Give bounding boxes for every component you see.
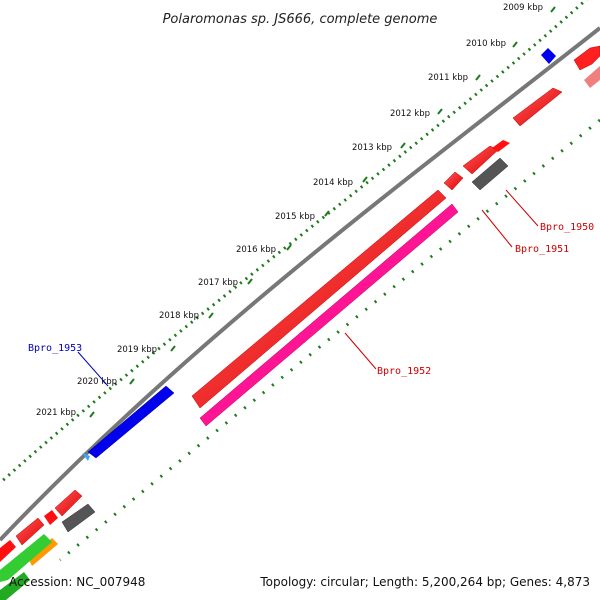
tick-label: 2012 kbp bbox=[390, 109, 430, 119]
outer-tick-ring bbox=[0, 0, 589, 485]
reverse-strand-genes bbox=[0, 66, 600, 600]
tick-label: 2017 kbp bbox=[198, 278, 238, 288]
tick-label: 2016 kbp bbox=[236, 245, 276, 255]
tick-mark bbox=[129, 378, 135, 385]
gene-arrow bbox=[82, 453, 90, 461]
gene-label-bpro-1953[interactable]: Bpro_1953 bbox=[28, 343, 82, 354]
gene-label-bpro-1951[interactable]: Bpro_1951 bbox=[515, 244, 569, 255]
gene-arrow bbox=[0, 534, 52, 582]
tick-label: 2018 kbp bbox=[159, 311, 199, 321]
tick-mark bbox=[208, 312, 214, 319]
gene-arrow bbox=[54, 489, 83, 517]
tick-labels: 2009 kbp 2010 kbp 2011 kbp 2012 kbp 2013… bbox=[36, 3, 556, 418]
gene-arrow bbox=[44, 510, 58, 525]
gene-arrow-bpro-1952 bbox=[199, 203, 459, 427]
tick-mark bbox=[89, 411, 95, 418]
gene-arrow bbox=[0, 572, 30, 600]
gene-arrow bbox=[573, 45, 600, 71]
genome-stats-text: Topology: circular; Length: 5,200,264 bp… bbox=[259, 575, 590, 589]
gene-arrow bbox=[28, 538, 58, 566]
tick-label: 2013 kbp bbox=[352, 143, 392, 153]
tick-label: 2020 kbp bbox=[77, 377, 117, 387]
forward-strand-genes bbox=[0, 45, 600, 562]
gene-arrow bbox=[0, 540, 16, 562]
tick-mark bbox=[512, 41, 518, 48]
tick-mark bbox=[400, 142, 406, 149]
tick-mark bbox=[324, 210, 330, 217]
callout-line bbox=[77, 351, 109, 387]
callout-line bbox=[505, 189, 539, 227]
callout-line bbox=[344, 332, 377, 370]
gene-label-bpro-1952[interactable]: Bpro_1952 bbox=[377, 366, 431, 377]
tick-label: 2014 kbp bbox=[313, 178, 353, 188]
tick-mark bbox=[362, 176, 368, 183]
tick-mark bbox=[475, 74, 481, 81]
tick-mark bbox=[170, 345, 176, 352]
callout-line bbox=[481, 209, 513, 248]
accession-text: Accession: NC_007948 bbox=[9, 575, 145, 589]
gene-arrow bbox=[191, 189, 447, 409]
gene-arrow bbox=[15, 517, 45, 546]
tick-label: 2010 kbp bbox=[466, 39, 506, 49]
tick-mark bbox=[550, 6, 556, 13]
gene-arrow bbox=[584, 66, 600, 88]
callout-lines bbox=[77, 189, 539, 387]
gene-label-bpro-1950[interactable]: Bpro_1950 bbox=[540, 222, 594, 233]
tick-label: 2015 kbp bbox=[275, 212, 315, 222]
tick-mark bbox=[286, 244, 292, 251]
gene-arrow bbox=[471, 157, 509, 191]
tick-label: 2019 kbp bbox=[117, 345, 157, 355]
tick-mark bbox=[437, 108, 443, 115]
gene-arrow bbox=[512, 87, 563, 127]
gene-arrow bbox=[443, 171, 464, 191]
inner-tick-ring bbox=[59, 118, 600, 562]
gene-arrow bbox=[541, 48, 556, 64]
tick-label: 2009 kbp bbox=[503, 3, 543, 13]
tick-label: 2011 kbp bbox=[428, 73, 468, 83]
gene-arrow bbox=[61, 503, 96, 533]
tick-label: 2021 kbp bbox=[36, 408, 76, 418]
gene-arrow-bpro-1953 bbox=[87, 385, 175, 459]
tick-mark bbox=[247, 278, 253, 285]
genome-backbone bbox=[0, 26, 600, 542]
gene-arrow bbox=[492, 140, 510, 152]
map-title: Polaromonas sp. JS666, complete genome bbox=[163, 12, 438, 27]
